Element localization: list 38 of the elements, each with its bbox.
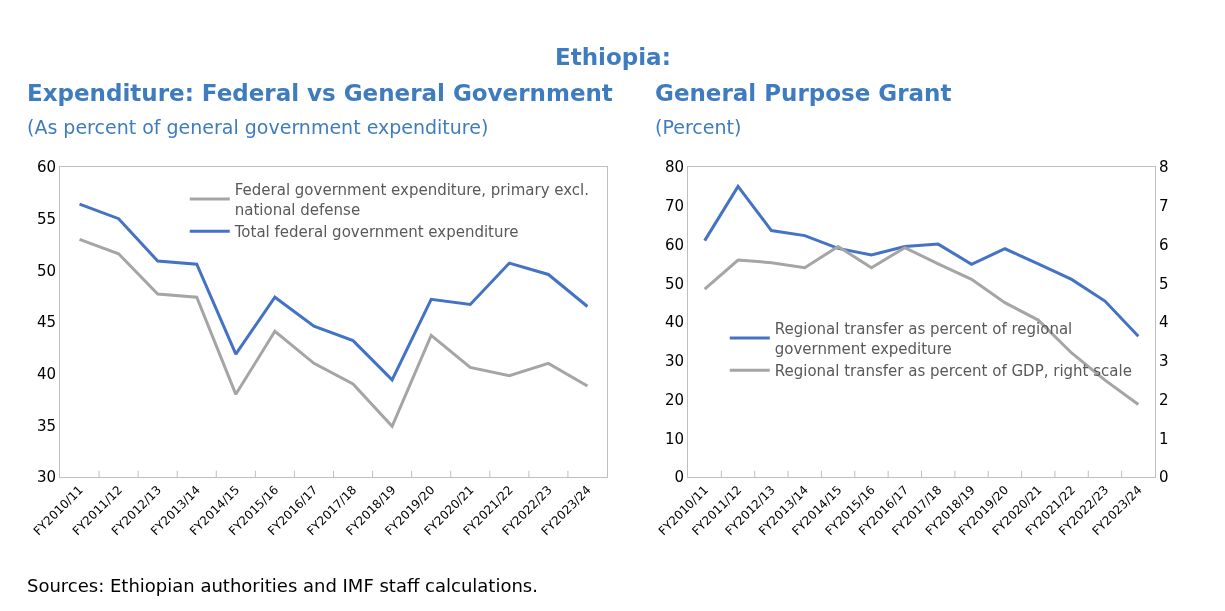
chart-subtitle: (As percent of general government expenditure): [27, 116, 489, 138]
legend-label: Federal government expenditure, primary excl. national defense: [234, 181, 590, 219]
y-tick-label: 20: [664, 390, 684, 409]
y-tick-label: 50: [664, 274, 684, 293]
y-tick-label: 30: [36, 468, 56, 487]
chart-subtitle: (Percent): [655, 116, 742, 138]
y-tick-label: 30: [664, 352, 684, 370]
y2-tick-label: 7: [1159, 197, 1169, 215]
y2-tick-label: 4: [1159, 313, 1169, 332]
line-series: [703, 184, 1140, 338]
chart-title: Expenditure: Federal vs General Government: [27, 80, 613, 106]
y-tick-label: 55: [36, 209, 56, 228]
text: Ethiopia:: [555, 44, 671, 70]
line-series: [703, 244, 1140, 407]
y-tick-label: 70: [664, 197, 684, 215]
y2-tick-label: 8: [1159, 158, 1169, 177]
y2-tick-label: 0: [1159, 468, 1169, 487]
y2-tick-label: 1: [1159, 429, 1169, 448]
y2-tick-label: 6: [1159, 235, 1169, 254]
y-tick-label: 40: [664, 313, 684, 332]
y-tick-label: 60: [664, 235, 684, 254]
y-tick-label: 80: [664, 158, 684, 177]
y2-tick-label: 2: [1159, 390, 1169, 409]
legend-label: Regional transfer as percent of regional government expediture: [774, 320, 1073, 358]
y-tick-label: 40: [36, 364, 56, 383]
y-tick-label: 60: [36, 158, 56, 177]
y-tick-label: 0: [674, 468, 684, 487]
legend-label: Regional transfer as percent of GDP, right scale: [774, 362, 1132, 381]
line-series: [78, 202, 589, 382]
source-note: Sources: Ethiopian authorities and IMF staff calculations.: [27, 575, 538, 596]
y-tick-label: 35: [36, 416, 56, 435]
y2-tick-label: 5: [1159, 274, 1169, 293]
y-tick-label: 50: [36, 261, 56, 280]
chart-title: General Purpose Grant: [655, 80, 952, 106]
legend-label: Total federal government expenditure: [233, 223, 519, 242]
y-tick-label: 10: [664, 429, 684, 448]
y-tick-label: 45: [36, 313, 56, 332]
y2-tick-label: 3: [1159, 352, 1169, 370]
